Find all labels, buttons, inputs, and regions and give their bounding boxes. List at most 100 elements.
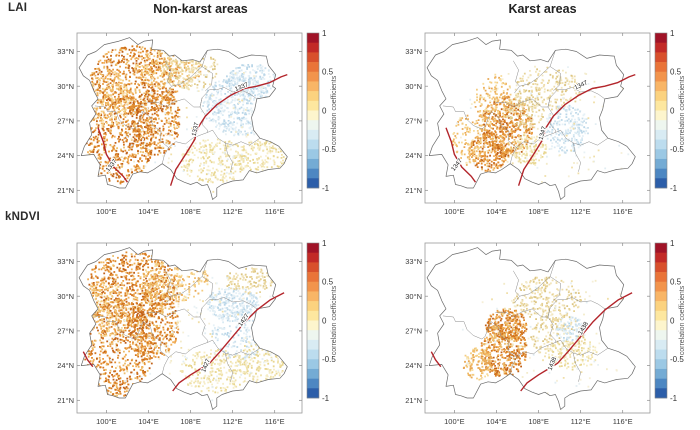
y-tick-label: 21°N [405,186,422,195]
province-border [165,270,172,304]
correlation-pixels [513,276,583,359]
region-outline [78,247,288,410]
y-tick-label: 27°N [405,117,422,126]
correlation-pixels [180,340,287,394]
col-header-karst: Karst areas [508,2,577,16]
isoline-west [430,351,442,368]
province-border [549,66,561,91]
plot-frame [76,242,303,414]
isoline-west [82,351,94,368]
province-border [171,260,208,297]
colorbar-tick-label: -1 [322,184,330,193]
isoline [172,292,285,392]
isoline [520,292,633,392]
colorbar-tick-label: -0.5 [322,145,336,154]
y-tick-label: 33°N [405,257,422,266]
isoline [169,73,288,186]
province-border [519,260,556,297]
correlation-pixels [452,73,511,164]
correlation-pixels [506,69,582,129]
colorbar: 1 0.5 0 -0.5 -1 correlation coefficients [306,239,338,403]
y-tick-label: 33°N [57,47,74,56]
x-tick-label: 100°E [444,417,465,426]
x-tick-label: 116°E [265,207,285,216]
colorbar-tick-label: 0 [322,106,327,115]
colorbar: 1 0.5 0 -0.5 -1 correlation coefficients [654,239,686,403]
colorbar-tick-label: -1 [322,394,330,403]
province-border [224,352,233,382]
col-header-non-karst: Non-karst areas [153,2,248,16]
map-panel-lai-non-karst: 1337 1337 1337 100°E 104°E 108°E 112°E 116°E 33… [45,25,345,227]
correlation-pixels [481,311,528,376]
colorbar-title: correlation coefficients [679,285,686,355]
y-tick-label: 33°N [57,257,74,266]
correlation-pixels [180,138,285,183]
region-outline [426,37,636,200]
y-tick-label: 24°N [405,361,422,370]
isoline-west [445,127,477,183]
province-border [199,307,208,343]
x-tick-label: 104°E [486,207,507,216]
x-tick-label: 104°E [138,207,159,216]
correlation-pixels [84,46,179,177]
y-tick-label: 21°N [405,396,422,405]
colorbar-tick-label: 1 [322,29,327,38]
province-border [549,276,561,301]
y-tick-label: 30°N [405,292,422,301]
x-tick-label: 112°E [571,207,591,216]
correlation-pixels [226,268,273,295]
correlation-pixels [86,251,179,397]
plot-frame [76,32,303,204]
correlation-pixels [480,310,528,377]
province-border [94,315,169,374]
isoline-label: 1347 [450,157,464,173]
correlation-pixels [85,51,198,125]
colorbar-tick-label: 0.5 [322,68,334,77]
correlation-pixels [469,99,534,172]
correlation-pixels [226,267,272,290]
x-tick-label: 112°E [223,417,243,426]
y-tick-label: 24°N [405,151,422,160]
x-tick-label: 100°E [444,207,465,216]
correlation-pixels [162,53,217,89]
colorbar-tick-label: -0.5 [322,355,336,364]
correlation-pixels [84,253,179,397]
y-tick-label: 24°N [57,361,74,370]
colorbar-tick-label: 0 [670,106,675,115]
province-border [201,66,213,91]
colorbar-title: correlation coefficients [331,285,338,355]
province-border [201,276,213,301]
x-tick-label: 104°E [138,417,159,426]
province-border [572,352,581,382]
province-border [168,339,261,358]
colorbar-tick-label: 0.5 [670,278,682,287]
map-panel-kndvi-non-karst: 1427 1427 100°E 104°E 108°E 112°E 116°E 33°N 30… [45,235,345,430]
province-border [224,142,233,172]
province-border [572,142,581,172]
colorbar-tick-label: 1 [322,239,327,248]
x-tick-label: 104°E [486,417,507,426]
correlation-pixels [470,96,530,171]
x-tick-label: 112°E [223,207,243,216]
x-tick-label: 116°E [265,417,285,426]
colorbar-tick-label: 0.5 [670,68,682,77]
correlation-pixels [548,340,597,370]
correlation-pixels [512,278,586,355]
province-border [168,129,261,148]
y-tick-label: 27°N [405,327,422,336]
row-label-lai: LAI [8,2,28,14]
colorbar-tick-label: 1 [670,29,675,38]
colorbar-tick-label: -1 [670,394,678,403]
colorbar-title: correlation coefficients [331,75,338,145]
y-tick-label: 27°N [57,117,74,126]
x-tick-label: 108°E [528,417,549,426]
correlation-pixels [547,338,590,371]
region-outline [78,37,288,200]
correlation-pixels [509,68,581,130]
isoline [517,73,636,186]
